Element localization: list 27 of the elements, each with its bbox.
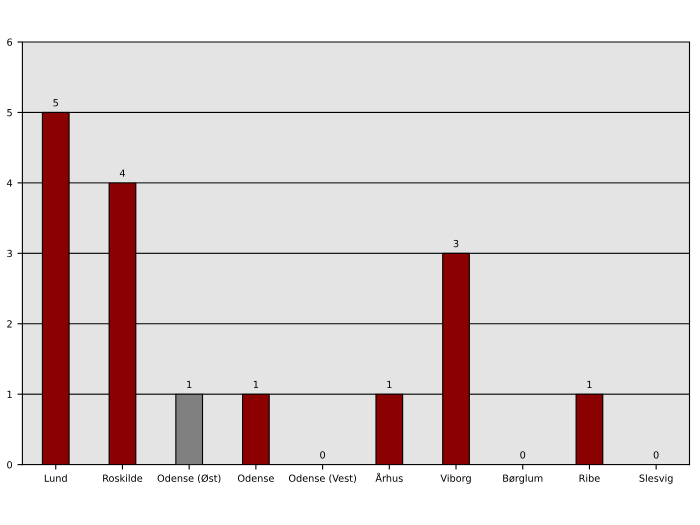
x-tick-label: Ribe <box>580 474 600 482</box>
x-tick-label: Odense (Vest) <box>288 474 356 484</box>
y-tick-label: 5 <box>7 109 12 116</box>
data-label: 3 <box>454 240 458 248</box>
x-tick-label: Odense (Øst) <box>158 474 220 484</box>
x-tick-label: Odense <box>238 474 274 482</box>
x-tick-label: Viborg <box>440 474 471 484</box>
data-label: 1 <box>587 380 592 388</box>
x-tick-label: Roskilde <box>103 474 142 482</box>
y-tick-label: 4 <box>6 179 12 187</box>
x-tick-label: Slesvig <box>640 474 673 484</box>
x-tick-label: Børglum <box>503 474 542 484</box>
y-tick-label: 2 <box>7 320 12 328</box>
data-label: 0 <box>654 451 659 459</box>
x-tick-label: Lund <box>44 474 67 482</box>
x-tick-label: Århus <box>375 472 403 482</box>
data-label: 1 <box>187 380 192 388</box>
y-tick-label: 1 <box>8 390 12 398</box>
data-label: 0 <box>320 451 326 459</box>
data-label: 4 <box>120 170 126 177</box>
data-label: 1 <box>387 380 392 388</box>
data-label: 5 <box>53 99 58 106</box>
y-tick-label: 6 <box>7 38 12 46</box>
y-tick-label: 0 <box>7 461 12 468</box>
data-label: 0 <box>520 451 526 459</box>
data-label: 1 <box>254 380 258 388</box>
y-tick-label: 3 <box>7 250 12 258</box>
